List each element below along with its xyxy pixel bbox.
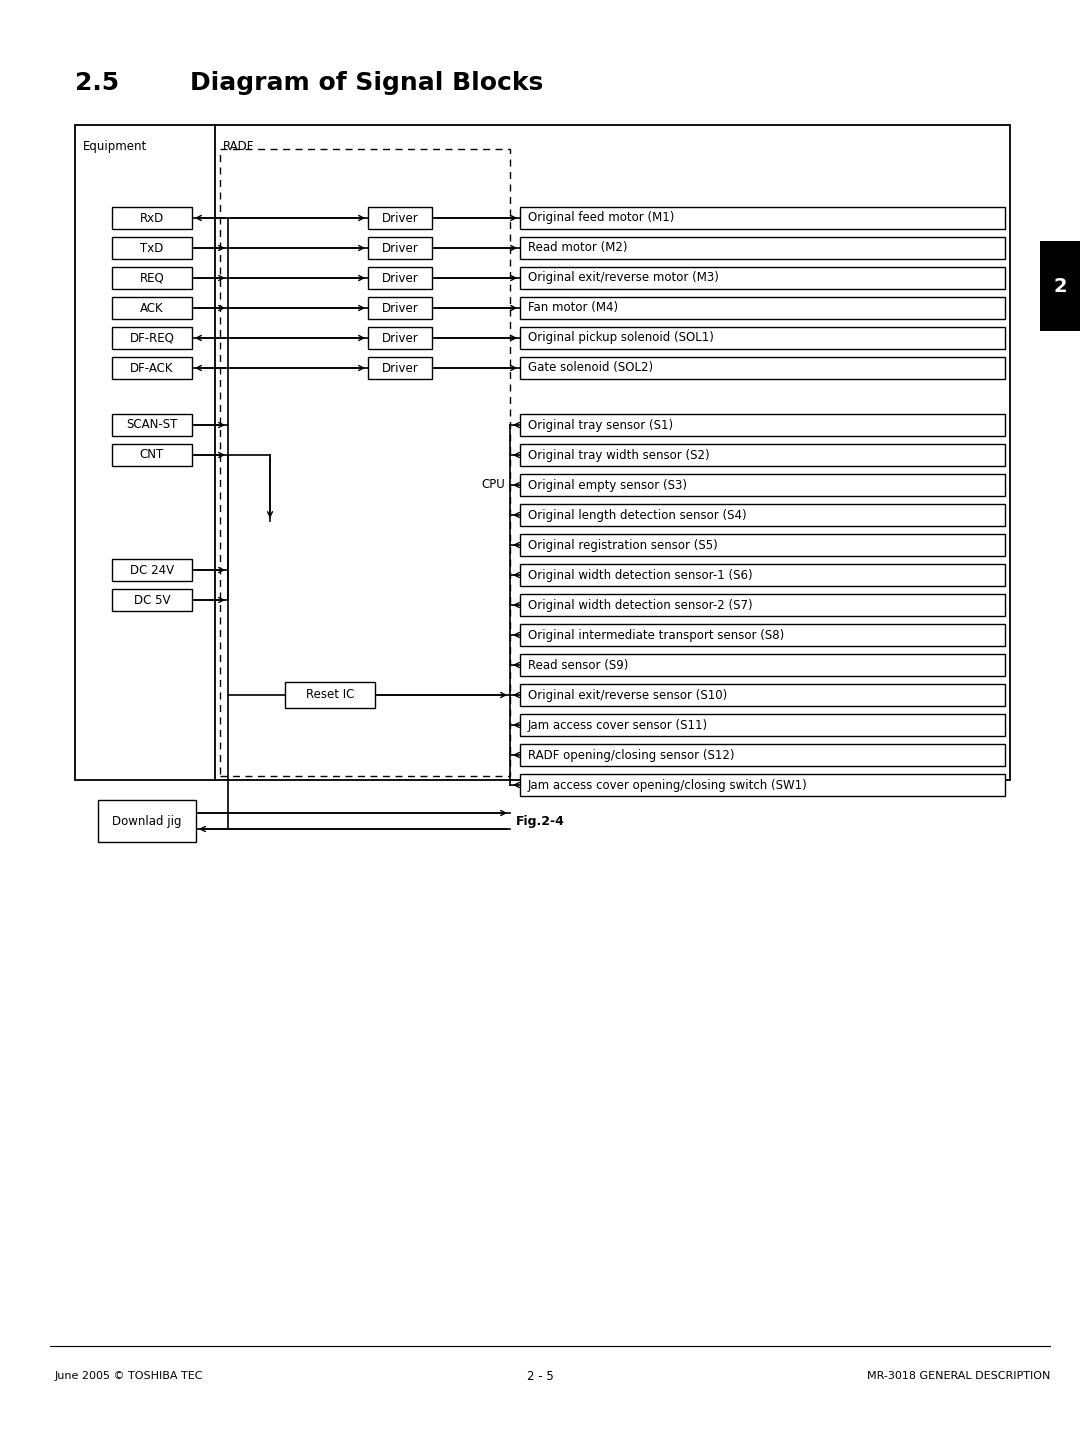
Text: Read sensor (S9): Read sensor (S9) <box>528 659 629 672</box>
Bar <box>519 624 1005 646</box>
Bar <box>220 148 510 777</box>
Text: Jam access cover opening/closing switch (SW1): Jam access cover opening/closing switch … <box>528 778 808 791</box>
Bar <box>368 357 432 379</box>
Text: 2 - 5: 2 - 5 <box>527 1369 553 1382</box>
Text: Original exit/reverse motor (M3): Original exit/reverse motor (M3) <box>528 271 719 284</box>
Bar <box>519 208 1005 229</box>
Text: Driver: Driver <box>381 362 418 375</box>
Text: Driver: Driver <box>381 212 418 225</box>
Bar <box>112 236 192 259</box>
Text: Driver: Driver <box>381 301 418 314</box>
Bar <box>519 474 1005 496</box>
Text: Jam access cover sensor (S11): Jam access cover sensor (S11) <box>528 719 708 732</box>
Text: Diagram of Signal Blocks: Diagram of Signal Blocks <box>190 71 543 95</box>
Bar <box>112 208 192 229</box>
Text: Driver: Driver <box>381 242 418 255</box>
Text: Original feed motor (M1): Original feed motor (M1) <box>528 212 674 225</box>
Text: Original width detection sensor-1 (S6): Original width detection sensor-1 (S6) <box>528 569 753 582</box>
Text: Original tray sensor (S1): Original tray sensor (S1) <box>528 418 673 431</box>
Text: Fan motor (M4): Fan motor (M4) <box>528 301 618 314</box>
Text: DF-REQ: DF-REQ <box>130 331 175 344</box>
Text: DF-ACK: DF-ACK <box>131 362 174 375</box>
Text: TxD: TxD <box>140 242 164 255</box>
Text: Original width detection sensor-2 (S7): Original width detection sensor-2 (S7) <box>528 598 753 611</box>
Bar <box>368 208 432 229</box>
Text: Original length detection sensor (S4): Original length detection sensor (S4) <box>528 509 746 522</box>
Text: MR-3018 GENERAL DESCRIPTION: MR-3018 GENERAL DESCRIPTION <box>866 1370 1050 1380</box>
Bar <box>1040 241 1080 331</box>
Bar <box>368 297 432 318</box>
Text: June 2005 © TOSHIBA TEC: June 2005 © TOSHIBA TEC <box>55 1370 203 1380</box>
Text: RADF opening/closing sensor (S12): RADF opening/closing sensor (S12) <box>528 748 734 761</box>
Text: DC 24V: DC 24V <box>130 563 174 576</box>
Bar <box>112 327 192 349</box>
Text: Gate solenoid (SOL2): Gate solenoid (SOL2) <box>528 362 653 375</box>
Bar <box>519 357 1005 379</box>
Text: Original tray width sensor (S2): Original tray width sensor (S2) <box>528 448 710 461</box>
Bar <box>519 327 1005 349</box>
Text: 2.5: 2.5 <box>75 71 119 95</box>
Bar <box>112 589 192 611</box>
Bar <box>519 444 1005 465</box>
Bar <box>519 744 1005 767</box>
Bar <box>112 559 192 581</box>
Bar <box>75 125 1010 780</box>
Bar <box>368 236 432 259</box>
Text: Equipment: Equipment <box>83 140 147 153</box>
Bar <box>519 594 1005 615</box>
Bar <box>112 297 192 318</box>
Text: Downlad jig: Downlad jig <box>112 814 181 827</box>
Bar <box>519 563 1005 586</box>
Bar <box>519 504 1005 526</box>
Text: RADF: RADF <box>222 140 255 153</box>
Text: DC 5V: DC 5V <box>134 594 171 607</box>
Text: Original intermediate transport sensor (S8): Original intermediate transport sensor (… <box>528 628 784 641</box>
Bar <box>112 267 192 290</box>
Bar <box>519 267 1005 290</box>
Bar <box>519 713 1005 736</box>
Text: 2: 2 <box>1053 277 1067 295</box>
Bar <box>519 535 1005 556</box>
Bar <box>368 267 432 290</box>
Bar <box>112 414 192 437</box>
Bar <box>519 774 1005 795</box>
Text: ACK: ACK <box>140 301 164 314</box>
Bar <box>368 327 432 349</box>
Bar <box>285 682 375 708</box>
Text: CPU: CPU <box>482 478 505 491</box>
Bar <box>519 414 1005 437</box>
Text: Reset IC: Reset IC <box>306 689 354 702</box>
Bar <box>519 654 1005 676</box>
Bar <box>112 444 192 465</box>
Text: RxD: RxD <box>140 212 164 225</box>
Bar <box>519 297 1005 318</box>
Bar <box>98 800 195 842</box>
Text: Original pickup solenoid (SOL1): Original pickup solenoid (SOL1) <box>528 331 714 344</box>
Text: REQ: REQ <box>139 271 164 284</box>
Bar <box>112 357 192 379</box>
Text: Fig.2-4: Fig.2-4 <box>515 814 565 827</box>
Text: Driver: Driver <box>381 271 418 284</box>
Text: CNT: CNT <box>140 448 164 461</box>
Bar <box>519 236 1005 259</box>
Text: Driver: Driver <box>381 331 418 344</box>
Text: Original registration sensor (S5): Original registration sensor (S5) <box>528 539 718 552</box>
Text: SCAN-ST: SCAN-ST <box>126 418 178 431</box>
Text: Read motor (M2): Read motor (M2) <box>528 242 627 255</box>
Text: Original empty sensor (S3): Original empty sensor (S3) <box>528 478 687 491</box>
Text: Original exit/reverse sensor (S10): Original exit/reverse sensor (S10) <box>528 689 727 702</box>
Bar <box>519 684 1005 706</box>
